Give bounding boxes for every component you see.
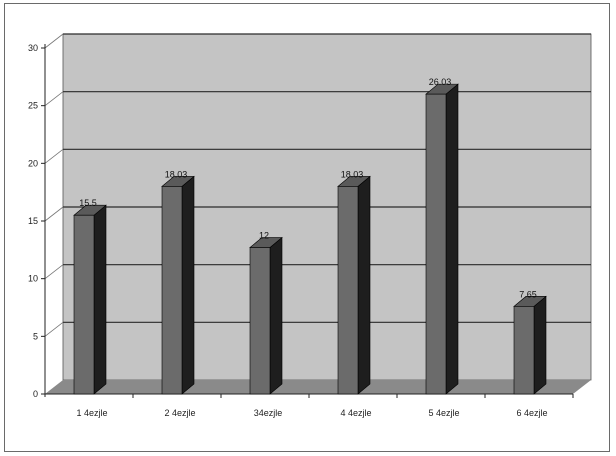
gridline-diagonal <box>44 149 64 164</box>
y-tick-label: 30 <box>28 43 38 53</box>
bar-side <box>269 236 283 395</box>
y-tick-label: 5 <box>33 331 38 341</box>
bar-front <box>337 186 359 395</box>
bar: 26.03 <box>425 77 459 395</box>
data-label: 7.65 <box>519 289 537 299</box>
bar-side <box>533 295 547 395</box>
bar: 18.03 <box>161 169 195 395</box>
data-label: 18.03 <box>341 169 364 179</box>
gridline-diagonal <box>44 33 64 49</box>
bar-front <box>425 93 447 395</box>
y-tick-label: 0 <box>33 389 38 399</box>
bar: 18.03 <box>337 169 371 395</box>
bar-side <box>181 175 195 395</box>
x-tick-label: 5 4ezjle <box>428 408 459 418</box>
data-label: 15.5 <box>79 198 97 208</box>
x-tick-label: 34ezjle <box>254 408 283 418</box>
y-tick-label: 25 <box>28 101 38 111</box>
bar-side <box>357 175 371 395</box>
data-label: 26.03 <box>429 77 452 87</box>
bar-front <box>161 186 183 395</box>
y-tick-label: 15 <box>28 216 38 226</box>
y-tick-label: 10 <box>28 274 38 284</box>
x-tick-label: 2 4ezjle <box>164 408 195 418</box>
bar: 7.65 <box>513 289 547 395</box>
chart-frame: 0 5 10 15 20 25 30 15.5 18.03 12 18.03 26.03 7.65 1… <box>4 3 610 452</box>
gridline-diagonal <box>44 322 64 337</box>
bar: 12 <box>249 231 283 395</box>
data-label: 12 <box>259 231 269 241</box>
x-tick-label: 1 4ezjle <box>76 408 107 418</box>
gridline-diagonal <box>44 264 64 279</box>
data-label: 18.03 <box>165 169 188 179</box>
gridline-diagonal <box>44 206 64 222</box>
y-tick-label: 20 <box>28 158 38 168</box>
gridline-diagonal <box>44 91 64 106</box>
x-tick-label: 6 4ezjle <box>516 408 547 418</box>
bar-front <box>249 247 271 395</box>
x-tick-label: 4 4ezjle <box>340 408 371 418</box>
bar-front <box>513 306 535 395</box>
bar-front <box>73 214 95 395</box>
bar-chart: 0 5 10 15 20 25 30 15.5 18.03 12 18.03 26.03 7.65 1… <box>28 33 592 418</box>
bar: 15.5 <box>73 198 107 395</box>
bar-side <box>93 204 107 395</box>
bar-side <box>445 83 459 395</box>
plot-floor <box>45 380 591 394</box>
